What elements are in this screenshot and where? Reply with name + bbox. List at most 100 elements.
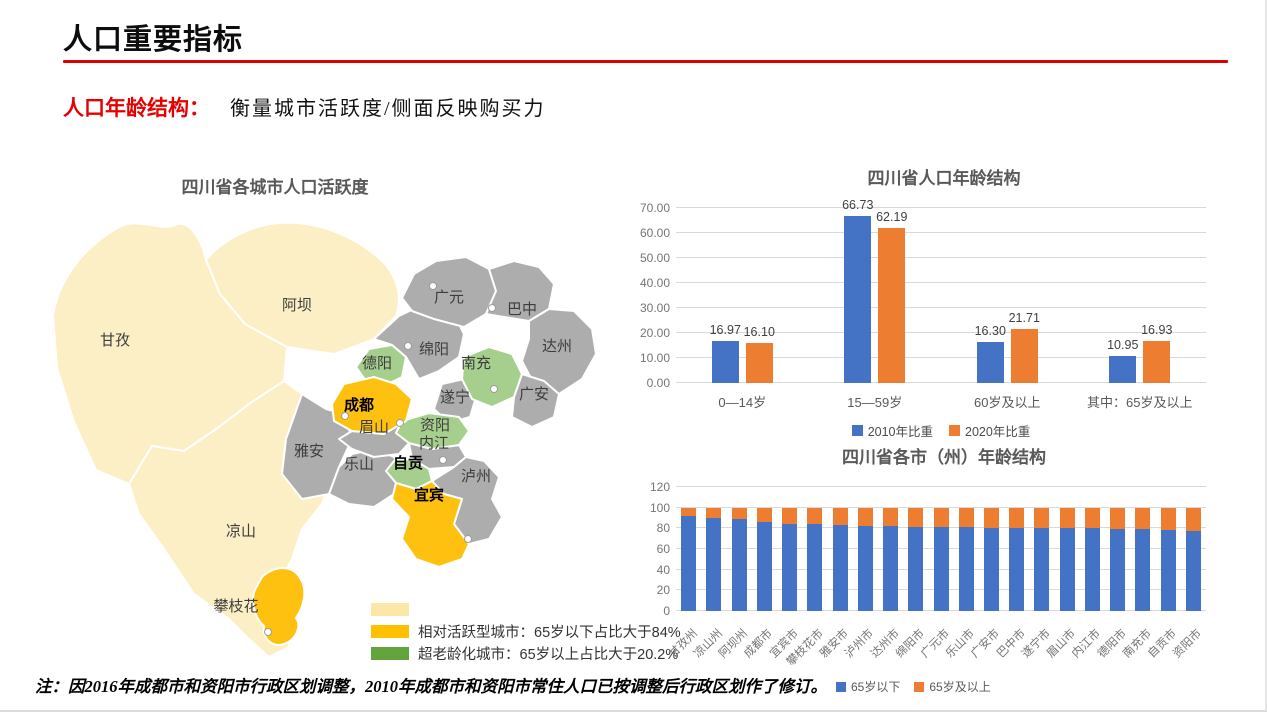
stack-segment-65岁及以上-内江市 [1084, 507, 1100, 529]
gridline [676, 232, 1206, 233]
gridline [676, 307, 1206, 308]
chart-plot-area: 16.97 16.10 66.73 62.19 16.30 21.71 10.95 16.93 [676, 198, 1206, 383]
stack-segment-65岁及以上-遂宁市 [1034, 507, 1050, 529]
stack-segment-65岁以下-攀枝花市 [807, 524, 823, 611]
map-region-aba [205, 221, 400, 355]
stack-segment-65岁以下-乐山市 [958, 527, 974, 611]
stack-segment-65岁及以上-宜宾市 [782, 507, 798, 524]
y-axis-tick: 0 [663, 604, 670, 618]
city-chart-legend: 65岁以下 65岁及以上 [836, 678, 991, 695]
map-region-label-liangshan: 凉山 [226, 523, 256, 540]
stack-segment-65岁以下-自贡市 [1160, 530, 1176, 611]
y-axis-tick: 10.00 [639, 351, 670, 365]
bar-value-label: 16.97 [709, 322, 741, 337]
gridline [676, 506, 1206, 508]
map-region-guangan [511, 373, 560, 428]
map-region-nanchong [461, 346, 523, 408]
stack-segment-65岁以下-泸州市 [857, 525, 873, 611]
map-region-label-yibin: 宜宾 [414, 486, 444, 504]
city-age-structure-chart: 四川省各市（州）年龄结构 0 20 40 60 80 100 120 甘孜州 凉山州 阿坝州 成都市宜… [630, 443, 1258, 675]
stack-segment-65岁以下-达州市 [883, 526, 899, 611]
city-marker-dot [404, 342, 412, 350]
map-region-label-meishan: 眉山 [359, 419, 389, 436]
map-region-label-zigong: 自贡 [393, 454, 423, 472]
city-marker-dot [341, 412, 349, 420]
page-title: 人口重要指标 [63, 24, 244, 56]
stack-segment-65岁以下-雅安市 [832, 525, 848, 611]
map-region-ziyang [395, 412, 470, 450]
bar-2010年比重-15—59岁 [844, 216, 872, 383]
x-axis-label: 其中：65岁及以上 [1087, 395, 1193, 410]
stack-segment-65岁及以上-乐山市 [958, 507, 974, 528]
stack-segment-65岁及以上-南充市 [1135, 507, 1151, 530]
stack-segment-65岁以下-阿坝州 [731, 519, 747, 611]
legend-item-2020年比重: 2020年比重 [949, 421, 1030, 440]
stack-segment-65岁以下-遂宁市 [1034, 528, 1050, 611]
city-marker-dot [490, 385, 498, 393]
gridline [676, 486, 1206, 487]
bar-2010年比重-60岁及以上 [976, 342, 1004, 383]
stack-segment-65岁及以上-绵阳市 [908, 507, 924, 527]
legend-label: 65岁及以上 [929, 680, 991, 694]
bar-value-label: 16.30 [974, 324, 1006, 339]
map-legend-label-2: 超老龄化城市：65岁以上占比大于20.2% [418, 646, 679, 663]
stack-segment-65岁及以上-甘孜州 [681, 507, 697, 517]
bar-2020年比重-15—59岁 [878, 227, 906, 383]
title-divider [63, 60, 1228, 63]
chart-title: 四川省人口年龄结构 [867, 169, 1021, 188]
gridline [676, 257, 1206, 258]
map-region-label-nanchong: 南充 [461, 355, 491, 372]
y-axis-tick: 60.00 [639, 226, 670, 240]
map-region-label-bazhong: 巴中 [507, 301, 537, 318]
legend-swatch [836, 681, 846, 692]
stack-segment-65岁以下-德阳市 [1110, 529, 1126, 611]
map-region-yibin [391, 480, 470, 568]
stack-segment-65岁以下-眉山市 [1059, 528, 1075, 611]
bar-value-label: 21.71 [1008, 310, 1040, 325]
gridline [676, 207, 1206, 208]
stack-segment-65岁及以上-泸州市 [857, 507, 873, 526]
stack-segment-65岁及以上-巴中市 [1009, 507, 1025, 529]
stack-segment-65岁以下-绵阳市 [908, 526, 924, 611]
y-axis-tick: 80 [656, 521, 670, 536]
gridline [676, 282, 1206, 283]
chart-plot-area [676, 486, 1206, 611]
map-region-label-guangyuan: 广元 [434, 289, 464, 306]
legend-swatch [851, 425, 863, 436]
city-marker-dot [429, 282, 437, 290]
y-axis-tick: 60 [656, 542, 670, 556]
stack-segment-65岁以下-资阳市 [1185, 530, 1201, 611]
map-region-panzhihua [252, 567, 306, 646]
map-legend-label-1: 相对活跃型城市：65岁以下占比大于84% [418, 624, 681, 641]
city-marker-dot [488, 304, 496, 312]
map-legend-swatch-1 [371, 624, 409, 638]
x-axis-label: 0—14岁 [718, 395, 767, 410]
bar-value-label: 10.95 [1107, 337, 1139, 352]
stack-segment-65岁以下-甘孜州 [681, 516, 697, 611]
y-axis-tick: 30.00 [639, 301, 670, 315]
bar-2010年比重-0—14岁 [711, 340, 739, 383]
legend-label: 2020年比重 [965, 425, 1031, 439]
stack-segment-65岁及以上-凉山州 [706, 507, 722, 518]
city-marker-dot [264, 628, 272, 636]
bar-2020年比重-其中：65岁及以上 [1143, 340, 1171, 383]
stack-segment-65岁以下-广元市 [933, 527, 949, 611]
bar-value-label: 16.93 [1141, 322, 1173, 337]
map-region-liangshan [128, 380, 335, 658]
legend-label: 65岁以下 [851, 680, 901, 694]
map-legend: 相对活跃型城市：65岁以下占比大于84% 超老龄化城市：65岁以上占比大于20.2… [371, 598, 681, 664]
legend-item-65岁以下: 65岁以下 [836, 678, 900, 695]
stack-segment-65岁及以上-资阳市 [1185, 507, 1201, 531]
bar-2020年比重-60岁及以上 [1010, 328, 1038, 383]
bar-2020年比重-0—14岁 [745, 342, 773, 383]
province-age-structure-chart: 四川省人口年龄结构 16.97 16.10 66.73 62.19 16.30 21.71 1… [630, 164, 1258, 442]
chart-title: 四川省各市（州）年龄结构 [842, 448, 1046, 467]
map-legend-row-1: 相对活跃型城市：65岁以下占比大于84% [371, 620, 681, 642]
chart-legend: 2010年比重 2020年比重 [676, 421, 1206, 440]
stack-segment-65岁以下-内江市 [1084, 528, 1100, 611]
y-axis-tick: 40 [656, 562, 670, 577]
map-legend-row-0 [371, 598, 681, 620]
stack-segment-65岁以下-南充市 [1135, 529, 1151, 611]
